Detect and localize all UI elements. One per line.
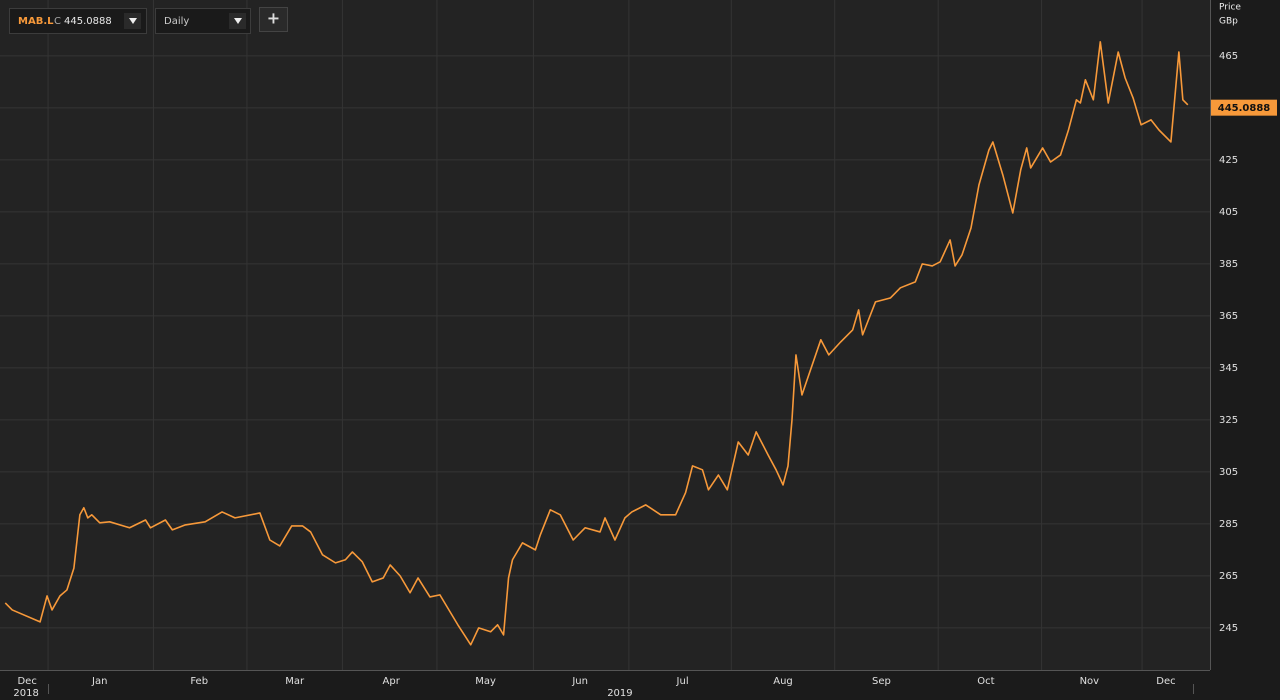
add-button-label: + [267, 9, 280, 28]
grid [0, 0, 1210, 670]
year-label: 2018 [13, 688, 38, 699]
plot-area [0, 0, 1210, 670]
y-tick-label: 425 [1219, 155, 1238, 166]
y-axis-label: Price [1219, 3, 1241, 13]
y-tick-label: 405 [1219, 207, 1238, 218]
symbol: MAB.L [18, 16, 54, 27]
x-tick-label: Jul [676, 676, 689, 687]
price-line [4, 41, 1189, 646]
x-tick-label: Jan [91, 676, 107, 687]
y-axis-unit: GBp [1219, 17, 1238, 27]
dropdown-arrow [129, 18, 137, 24]
close-value: 445.0888 [64, 16, 112, 27]
y-tick-label: 385 [1219, 259, 1238, 270]
y-tick-label: 265 [1219, 571, 1238, 582]
x-tick-label: Dec [17, 676, 36, 687]
y-tick-label: 305 [1219, 467, 1238, 478]
x-tick-label: Feb [190, 676, 208, 687]
add-button[interactable] [259, 7, 288, 32]
interval: Daily [164, 16, 189, 27]
marks [4, 41, 1189, 646]
axis: 245265285305325345365385405425445465DecJ… [13, 51, 1277, 699]
close-prefix: C [54, 16, 61, 27]
year-label: 2019 [607, 688, 632, 699]
last-price-label: 445.0888 [1218, 103, 1271, 114]
x-tick-label: Apr [383, 676, 401, 687]
x-tick-label: Nov [1080, 676, 1100, 687]
x-tick-label: Dec [1156, 676, 1175, 687]
y-tick-label: 465 [1219, 51, 1238, 62]
last-price-tag [1211, 99, 1277, 116]
symbol-box[interactable] [9, 8, 147, 34]
y-tick-label: 345 [1219, 363, 1238, 374]
x-tick-label: Mar [285, 676, 305, 687]
x-tick-label: Oct [977, 676, 994, 687]
y-tick-label: 245 [1219, 623, 1238, 634]
x-tick-label: Sep [872, 676, 891, 687]
y-tick-label: 325 [1219, 415, 1238, 426]
toolbar: MAB.L C 445.0888 Daily + [9, 7, 288, 34]
y-tick-label: 365 [1219, 311, 1238, 322]
y-tick-label: 285 [1219, 519, 1238, 530]
x-tick-label: Jun [571, 676, 588, 687]
x-tick-label: Aug [773, 676, 793, 687]
dropdown-arrow [234, 18, 242, 24]
x-tick-label: May [475, 676, 496, 687]
